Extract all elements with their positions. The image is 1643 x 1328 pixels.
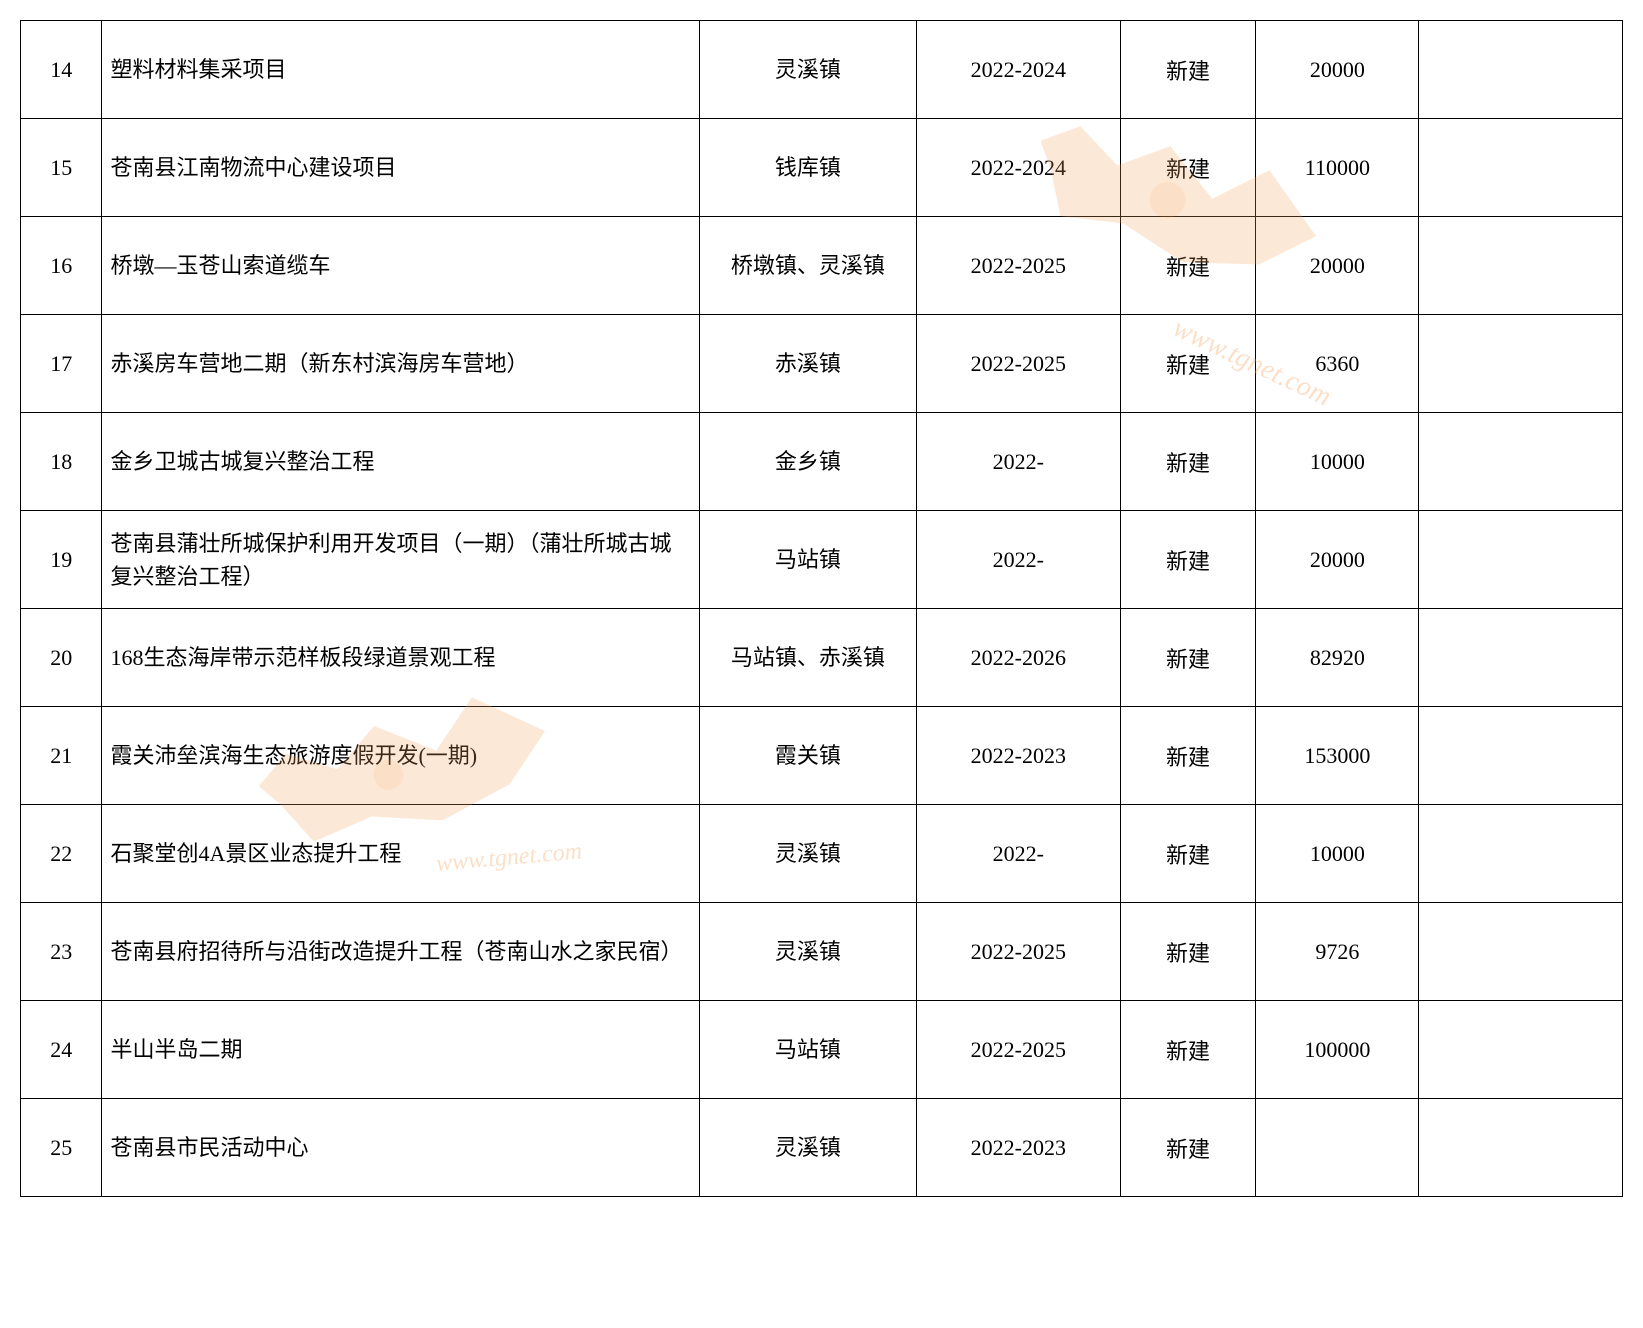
project-amount — [1256, 1099, 1419, 1197]
project-period: 2022-2026 — [917, 609, 1121, 707]
project-status: 新建 — [1120, 413, 1256, 511]
project-period: 2022- — [917, 413, 1121, 511]
project-status: 新建 — [1120, 21, 1256, 119]
table-row: 22石聚堂创4A景区业态提升工程灵溪镇2022-新建10000 — [21, 805, 1623, 903]
project-status: 新建 — [1120, 217, 1256, 315]
row-number: 17 — [21, 315, 102, 413]
table-row: 25苍南县市民活动中心灵溪镇2022-2023新建 — [21, 1099, 1623, 1197]
project-note — [1419, 903, 1623, 1001]
project-amount: 100000 — [1256, 1001, 1419, 1099]
row-number: 25 — [21, 1099, 102, 1197]
project-amount: 10000 — [1256, 413, 1419, 511]
project-amount: 20000 — [1256, 217, 1419, 315]
project-amount: 110000 — [1256, 119, 1419, 217]
row-number: 16 — [21, 217, 102, 315]
table-body: 14塑料材料集采项目灵溪镇2022-2024新建2000015苍南县江南物流中心… — [21, 21, 1623, 1197]
project-location: 马站镇 — [699, 1001, 916, 1099]
project-name: 塑料材料集采项目 — [102, 21, 699, 119]
project-name: 苍南县府招待所与沿街改造提升工程（苍南山水之家民宿） — [102, 903, 699, 1001]
project-location: 霞关镇 — [699, 707, 916, 805]
table-row: 17赤溪房车营地二期（新东村滨海房车营地）赤溪镇2022-2025新建6360 — [21, 315, 1623, 413]
project-note — [1419, 21, 1623, 119]
project-status: 新建 — [1120, 119, 1256, 217]
project-name: 半山半岛二期 — [102, 1001, 699, 1099]
project-location: 赤溪镇 — [699, 315, 916, 413]
project-location: 桥墩镇、灵溪镇 — [699, 217, 916, 315]
row-number: 14 — [21, 21, 102, 119]
project-note — [1419, 1099, 1623, 1197]
project-name: 苍南县蒲壮所城保护利用开发项目（一期）（蒲壮所城古城复兴整治工程） — [102, 511, 699, 609]
project-name: 桥墩—玉苍山索道缆车 — [102, 217, 699, 315]
project-location: 金乡镇 — [699, 413, 916, 511]
project-amount: 9726 — [1256, 903, 1419, 1001]
project-name: 金乡卫城古城复兴整治工程 — [102, 413, 699, 511]
project-name: 赤溪房车营地二期（新东村滨海房车营地） — [102, 315, 699, 413]
table-row: 14塑料材料集采项目灵溪镇2022-2024新建20000 — [21, 21, 1623, 119]
row-number: 21 — [21, 707, 102, 805]
project-name: 石聚堂创4A景区业态提升工程 — [102, 805, 699, 903]
project-period: 2022-2023 — [917, 1099, 1121, 1197]
project-period: 2022- — [917, 511, 1121, 609]
project-name: 苍南县江南物流中心建设项目 — [102, 119, 699, 217]
project-status: 新建 — [1120, 609, 1256, 707]
table-row: 16桥墩—玉苍山索道缆车桥墩镇、灵溪镇2022-2025新建20000 — [21, 217, 1623, 315]
table-row: 23苍南县府招待所与沿街改造提升工程（苍南山水之家民宿）灵溪镇2022-2025… — [21, 903, 1623, 1001]
table-row: 19苍南县蒲壮所城保护利用开发项目（一期）（蒲壮所城古城复兴整治工程）马站镇20… — [21, 511, 1623, 609]
table-row: 24半山半岛二期马站镇2022-2025新建100000 — [21, 1001, 1623, 1099]
project-status: 新建 — [1120, 1001, 1256, 1099]
project-period: 2022-2024 — [917, 21, 1121, 119]
project-note — [1419, 1001, 1623, 1099]
project-name: 苍南县市民活动中心 — [102, 1099, 699, 1197]
row-number: 15 — [21, 119, 102, 217]
table-row: 20168生态海岸带示范样板段绿道景观工程马站镇、赤溪镇2022-2026新建8… — [21, 609, 1623, 707]
row-number: 24 — [21, 1001, 102, 1099]
row-number: 20 — [21, 609, 102, 707]
project-period: 2022-2025 — [917, 1001, 1121, 1099]
row-number: 23 — [21, 903, 102, 1001]
project-note — [1419, 511, 1623, 609]
project-amount: 20000 — [1256, 21, 1419, 119]
project-location: 马站镇 — [699, 511, 916, 609]
project-location: 灵溪镇 — [699, 21, 916, 119]
project-period: 2022- — [917, 805, 1121, 903]
project-note — [1419, 315, 1623, 413]
project-period: 2022-2023 — [917, 707, 1121, 805]
project-amount: 10000 — [1256, 805, 1419, 903]
project-note — [1419, 609, 1623, 707]
row-number: 19 — [21, 511, 102, 609]
project-name: 168生态海岸带示范样板段绿道景观工程 — [102, 609, 699, 707]
project-location: 灵溪镇 — [699, 1099, 916, 1197]
project-amount: 153000 — [1256, 707, 1419, 805]
projects-table: 14塑料材料集采项目灵溪镇2022-2024新建2000015苍南县江南物流中心… — [20, 20, 1623, 1197]
project-note — [1419, 217, 1623, 315]
table-row: 21霞关沛垒滨海生态旅游度假开发(一期)霞关镇2022-2023新建153000 — [21, 707, 1623, 805]
project-amount: 82920 — [1256, 609, 1419, 707]
project-amount: 6360 — [1256, 315, 1419, 413]
project-note — [1419, 707, 1623, 805]
project-location: 钱库镇 — [699, 119, 916, 217]
project-location: 灵溪镇 — [699, 903, 916, 1001]
project-status: 新建 — [1120, 707, 1256, 805]
project-amount: 20000 — [1256, 511, 1419, 609]
project-period: 2022-2025 — [917, 903, 1121, 1001]
project-status: 新建 — [1120, 315, 1256, 413]
project-period: 2022-2025 — [917, 315, 1121, 413]
project-status: 新建 — [1120, 511, 1256, 609]
project-period: 2022-2025 — [917, 217, 1121, 315]
table-row: 18金乡卫城古城复兴整治工程金乡镇2022-新建10000 — [21, 413, 1623, 511]
project-note — [1419, 413, 1623, 511]
project-status: 新建 — [1120, 805, 1256, 903]
project-note — [1419, 805, 1623, 903]
project-location: 灵溪镇 — [699, 805, 916, 903]
project-period: 2022-2024 — [917, 119, 1121, 217]
row-number: 22 — [21, 805, 102, 903]
table-row: 15苍南县江南物流中心建设项目钱库镇2022-2024新建110000 — [21, 119, 1623, 217]
row-number: 18 — [21, 413, 102, 511]
project-status: 新建 — [1120, 903, 1256, 1001]
project-location: 马站镇、赤溪镇 — [699, 609, 916, 707]
project-status: 新建 — [1120, 1099, 1256, 1197]
project-name: 霞关沛垒滨海生态旅游度假开发(一期) — [102, 707, 699, 805]
table-container: www.tgnet.com www.tgnet.com 14塑料材料集采项目灵溪… — [20, 20, 1623, 1197]
project-note — [1419, 119, 1623, 217]
